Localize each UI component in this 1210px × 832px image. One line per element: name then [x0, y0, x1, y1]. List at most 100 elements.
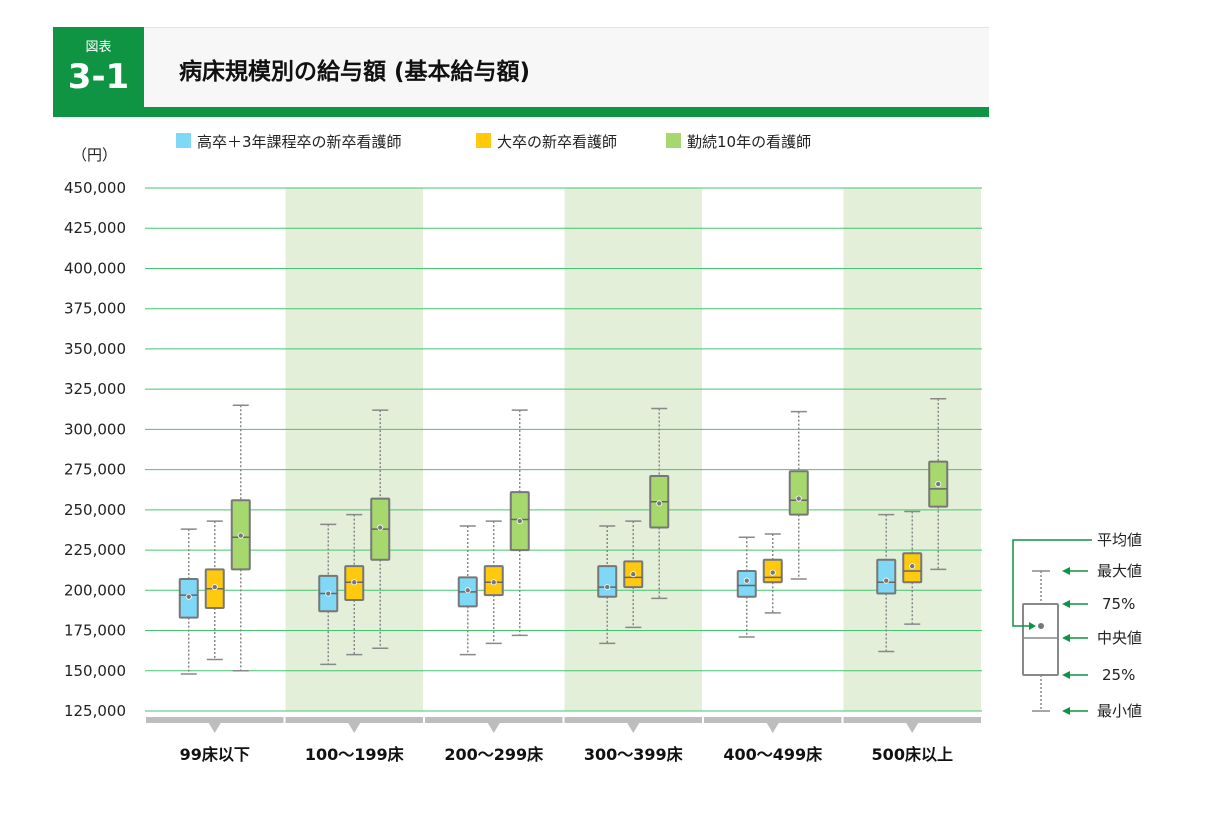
legend-label: 大卒の新卒看護師	[497, 133, 617, 151]
key-arrowhead	[1062, 600, 1070, 608]
x-axis-segment	[564, 717, 702, 723]
category-band	[285, 188, 423, 711]
category-label: 400～499床	[723, 745, 823, 764]
figure-label: 図表	[85, 40, 112, 55]
mean-dot	[464, 587, 471, 594]
key-arrowhead	[1062, 634, 1070, 642]
mean-dot	[883, 577, 890, 584]
iqr-box	[736, 569, 757, 598]
box-0-5	[876, 513, 897, 653]
box-0-4	[736, 536, 757, 638]
category-label: 500床以上	[872, 745, 953, 764]
y-tick-label: 125,000	[64, 702, 126, 720]
y-tick-label: 300,000	[64, 420, 126, 438]
box-0-1	[318, 523, 339, 666]
mean-dot	[909, 563, 916, 570]
mean-dot	[211, 584, 218, 591]
y-axis-label: （円）	[72, 146, 117, 164]
y-tick-label: 400,000	[64, 259, 126, 277]
key-mean-connector	[1012, 539, 1092, 627]
y-tick-label: 200,000	[64, 581, 126, 599]
box-1-4	[762, 533, 783, 614]
x-axis-segment	[843, 717, 981, 723]
x-axis-marker	[487, 723, 500, 733]
key-arrowhead	[1062, 567, 1070, 575]
key-label-median: 中央値	[1097, 629, 1142, 647]
iqr-box	[597, 565, 618, 598]
mean-dot	[351, 579, 358, 586]
figure-number-box: 図表 3-1	[53, 27, 144, 117]
box-2-3	[649, 407, 670, 600]
box-2-1	[370, 409, 391, 649]
box-1-0	[204, 520, 225, 661]
y-tick-label: 250,000	[64, 501, 126, 519]
key-label-q3: 75%	[1102, 595, 1135, 613]
category-label: 200～299床	[444, 745, 544, 764]
category-band	[843, 188, 981, 711]
category-label: 99床以下	[180, 745, 250, 764]
legend-label: 勤続10年の看護師	[687, 133, 811, 151]
mean-dot	[795, 495, 802, 502]
x-axis-segment	[425, 717, 563, 723]
iqr-box	[788, 470, 809, 516]
box-2-2	[509, 409, 530, 637]
key-box	[1022, 603, 1059, 676]
x-axis-segment	[704, 717, 842, 723]
legend-label: 高卒＋3年課程卒の新卒看護師	[197, 133, 402, 151]
x-axis-marker	[348, 723, 361, 733]
box-0-2	[457, 525, 478, 656]
category-band	[564, 188, 702, 711]
mean-dot	[185, 593, 192, 600]
box-0-3	[597, 525, 618, 645]
y-tick-label: 350,000	[64, 340, 126, 358]
box-2-4	[788, 410, 809, 580]
box-1-1	[344, 513, 365, 656]
mean-dot	[237, 532, 244, 539]
y-tick-label: 225,000	[64, 541, 126, 559]
header-background	[53, 27, 989, 108]
legend-swatch	[176, 133, 191, 148]
y-tick-label: 425,000	[64, 219, 126, 237]
mean-dot	[377, 524, 384, 531]
category-label: 100～199床	[305, 745, 405, 764]
key-mean-arrowhead	[1029, 622, 1036, 630]
key-label-mean: 平均値	[1097, 531, 1142, 549]
mean-dot	[604, 584, 611, 591]
y-tick-label: 150,000	[64, 662, 126, 680]
key-arrowhead	[1062, 671, 1070, 679]
y-tick-label: 275,000	[64, 461, 126, 479]
category-label: 300～399床	[584, 745, 684, 764]
box-1-3	[623, 520, 644, 629]
y-tick-label: 375,000	[64, 300, 126, 318]
mean-dot	[325, 590, 332, 597]
y-tick-label: 325,000	[64, 380, 126, 398]
key-mean-dot	[1038, 623, 1044, 629]
mean-dot	[516, 518, 523, 525]
header-underline	[53, 107, 989, 117]
box-2-0	[230, 404, 251, 672]
x-axis-marker	[906, 723, 919, 733]
mean-dot	[630, 571, 637, 578]
key-arrowhead	[1062, 707, 1070, 715]
iqr-box	[876, 558, 897, 595]
x-axis-marker	[627, 723, 640, 733]
key-label-q1: 25%	[1102, 666, 1135, 684]
mean-dot	[769, 569, 776, 576]
x-axis-segment	[146, 717, 284, 723]
figure-header: 図表 3-1 病床規模別の給与額 (基本給与額)	[53, 27, 989, 118]
box-0-0	[178, 528, 199, 675]
box-1-2	[483, 520, 504, 645]
chart-title: 病床規模別の給与額 (基本給与額)	[179, 59, 531, 85]
mean-dot	[935, 481, 942, 488]
x-axis-marker	[208, 723, 221, 733]
mean-dot	[490, 579, 497, 586]
mean-dot	[743, 577, 750, 584]
y-tick-label: 175,000	[64, 622, 126, 640]
y-tick-label: 450,000	[64, 179, 126, 197]
key-label-max: 最大値	[1097, 562, 1142, 580]
box-2-5	[928, 398, 949, 571]
figure-number: 3-1	[67, 57, 130, 97]
legend-swatch	[666, 133, 681, 148]
legend-swatch	[476, 133, 491, 148]
